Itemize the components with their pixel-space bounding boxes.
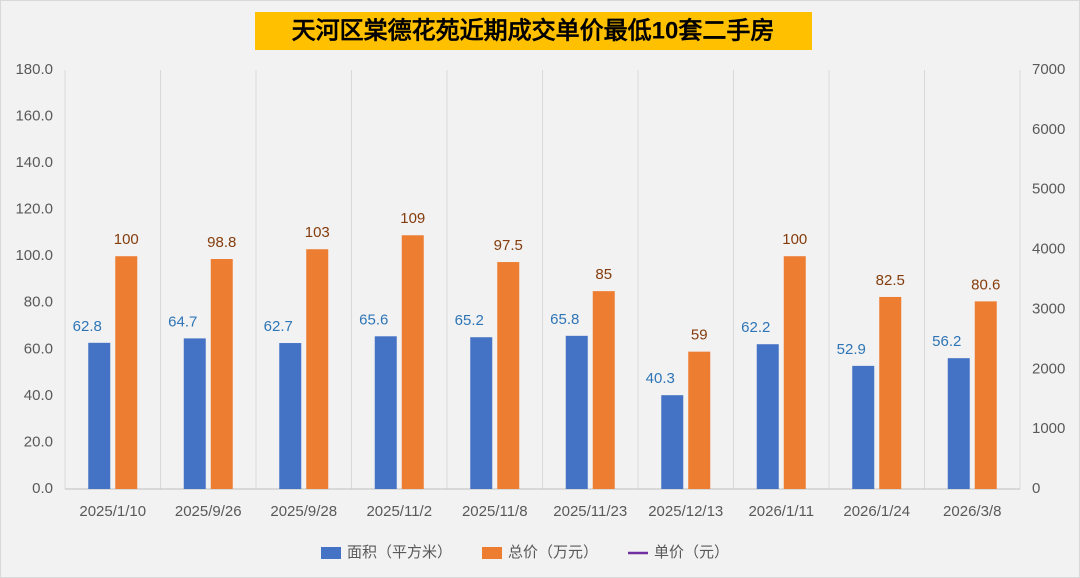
- bar: [306, 249, 329, 489]
- y-tick-label: 100.0: [15, 247, 53, 264]
- bar: [210, 259, 233, 489]
- legend-label: 面积（平方米）: [347, 544, 452, 561]
- y2-tick-label: 4000: [1032, 241, 1065, 258]
- x-tick-label: 2025/11/23: [553, 503, 627, 520]
- x-tick-label: 2025/1/10: [79, 503, 146, 520]
- value-label: 62.2: [741, 319, 770, 336]
- bar: [661, 395, 684, 489]
- value-label: 85: [595, 266, 612, 283]
- bar: [947, 358, 970, 489]
- y2-tick-label: 2000: [1032, 360, 1065, 377]
- y2-tick-label: 7000: [1032, 61, 1065, 78]
- value-label: 65.8: [550, 311, 579, 328]
- value-label: 62.7: [264, 318, 293, 335]
- y2-tick-label: 3000: [1032, 300, 1065, 317]
- y-tick-label: 160.0: [15, 108, 53, 125]
- value-label: 100: [782, 231, 807, 248]
- y2-tick-label: 1000: [1032, 420, 1065, 437]
- value-label: 98.8: [207, 234, 236, 251]
- bar: [115, 256, 138, 489]
- bar: [565, 335, 588, 489]
- legend-label: 总价（万元）: [508, 544, 598, 561]
- bar: [852, 365, 875, 489]
- title-box: [255, 12, 812, 50]
- value-label: 82.5: [876, 272, 905, 289]
- bar: [401, 235, 424, 489]
- chart-title: 天河区棠德花苑近期成交单价最低10套二手房: [292, 16, 775, 44]
- value-label: 52.9: [837, 341, 866, 358]
- x-tick-label: 2025/12/13: [648, 503, 723, 520]
- x-tick-label: 2025/11/8: [462, 503, 528, 520]
- x-tick-label: 2026/1/11: [748, 503, 814, 520]
- value-label: 103: [305, 224, 330, 241]
- value-label: 56.2: [932, 333, 961, 350]
- x-tick-label: 2026/3/8: [943, 503, 1001, 520]
- bar: [592, 291, 615, 489]
- bar: [374, 336, 397, 489]
- y2-tick-label: 0: [1032, 480, 1040, 497]
- y-tick-label: 0.0: [32, 480, 53, 497]
- y-tick-label: 140.0: [15, 154, 53, 171]
- y-tick-label: 60.0: [24, 340, 53, 357]
- legend-label: 单价（元）: [654, 544, 729, 561]
- x-tick-label: 2025/9/26: [175, 503, 242, 520]
- value-label: 65.2: [455, 312, 484, 329]
- y-tick-label: 40.0: [24, 387, 53, 404]
- value-label: 62.8: [73, 318, 102, 335]
- value-label: 80.6: [971, 276, 1000, 293]
- legend-swatch: [321, 547, 341, 559]
- legend-swatch: [482, 547, 502, 559]
- bar: [183, 338, 206, 489]
- bar: [497, 262, 520, 489]
- value-label: 100: [114, 231, 139, 248]
- value-label: 65.6: [359, 311, 388, 328]
- value-label: 97.5: [494, 237, 523, 254]
- bar: [879, 296, 902, 489]
- y2-tick-label: 5000: [1032, 181, 1065, 198]
- value-label: 64.7: [168, 313, 197, 330]
- bar: [470, 337, 493, 489]
- bar: [88, 342, 111, 489]
- x-tick-label: 2025/11/2: [366, 503, 432, 520]
- y-tick-label: 20.0: [24, 433, 53, 450]
- x-tick-label: 2026/1/24: [843, 503, 910, 520]
- y-tick-label: 80.0: [24, 294, 53, 311]
- value-label: 109: [400, 210, 425, 227]
- value-label: 40.3: [646, 370, 675, 387]
- y2-tick-label: 6000: [1032, 121, 1065, 138]
- x-tick-label: 2025/9/28: [270, 503, 337, 520]
- y-tick-label: 180.0: [15, 61, 53, 78]
- bar: [783, 256, 806, 489]
- bar: [756, 344, 779, 489]
- y-tick-label: 120.0: [15, 201, 53, 218]
- bar: [974, 301, 997, 489]
- bar: [688, 351, 711, 489]
- bar: [279, 343, 302, 489]
- value-label: 59: [691, 327, 708, 344]
